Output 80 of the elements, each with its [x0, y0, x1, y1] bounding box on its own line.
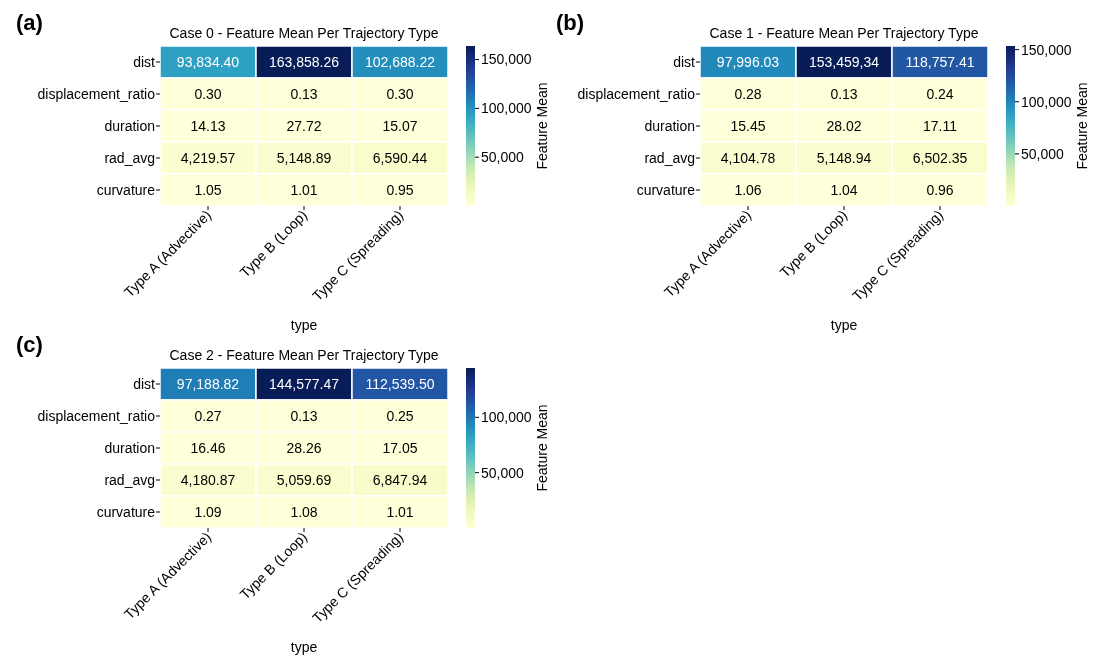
data-label: 0.30 [194, 85, 222, 102]
data-label: 14.13 [190, 117, 226, 134]
y-tick-label: displacement_ratio [577, 85, 696, 102]
y-tick-label: displacement_ratio [37, 407, 156, 424]
data-label: 144,577.47 [268, 375, 340, 392]
data-label: 1.09 [194, 503, 222, 520]
data-label: 0.13 [290, 85, 318, 102]
data-label: 27.72 [286, 117, 322, 134]
data-label: 0.27 [194, 407, 222, 424]
y-tick-label: dist [133, 375, 156, 392]
y-tick-label: curvature [636, 181, 696, 198]
x-axis-title: type [290, 639, 318, 655]
color-bar-title: Feature Mean [1074, 82, 1090, 170]
data-label: 5,059.69 [276, 471, 332, 488]
y-tick-label: duration [104, 117, 155, 134]
data-label: 16.46 [190, 439, 226, 456]
data-label: 6,590.44 [372, 149, 428, 166]
y-tick-label: rad_avg [104, 471, 155, 488]
data-label: 0.24 [926, 85, 954, 102]
data-label: 1.06 [734, 181, 762, 198]
text: (c) [16, 332, 43, 357]
data-label: 4,219.57 [180, 149, 236, 166]
data-label: 28.26 [286, 439, 322, 456]
color-bar-label: 100,000 [481, 100, 532, 117]
data-label: 97,996.03 [716, 53, 780, 70]
y-tick-label: rad_avg [104, 149, 155, 166]
text: (a) [16, 10, 43, 35]
data-label: 4,104.78 [720, 149, 776, 166]
data-label: 0.25 [386, 407, 414, 424]
data-label: 0.30 [386, 85, 414, 102]
y-tick-label: curvature [96, 503, 156, 520]
color-bar-label: 150,000 [1021, 41, 1072, 58]
data-label: 153,459,34 [808, 53, 880, 70]
data-label: 112,539.50 [365, 375, 435, 392]
data-label: 163,858.26 [268, 53, 340, 70]
data-label: 6,502.35 [912, 149, 968, 166]
color-bar-title: Feature Mean [534, 404, 550, 492]
data-label: 6,847.94 [372, 471, 428, 488]
chart-title: Case 0 - Feature Mean Per Trajectory Type [169, 25, 439, 41]
data-label: 28.02 [826, 117, 862, 134]
color-bar-label: 150,000 [481, 51, 532, 68]
data-label: 93,834.40 [176, 53, 240, 70]
data-label: 5,148.94 [816, 149, 872, 166]
data-label: 0.28 [734, 85, 762, 102]
data-label: 1.01 [290, 181, 318, 198]
data-label: 1.01 [386, 503, 414, 520]
data-label: 102,688.22 [364, 53, 436, 70]
y-tick-label: duration [104, 439, 155, 456]
data-label: 1.04 [830, 181, 858, 198]
data-label: 0.95 [386, 181, 414, 198]
data-label: 0.13 [290, 407, 318, 424]
data-label: 15.45 [730, 117, 766, 134]
color-bar-label: 100,000 [1021, 93, 1072, 110]
data-label: 4,180.87 [180, 471, 236, 488]
data-label: 17.05 [382, 439, 418, 456]
data-label: 0.13 [830, 85, 858, 102]
data-label: 1.05 [194, 181, 222, 198]
data-label: 17.11 [923, 117, 958, 134]
color-bar-title: Feature Mean [534, 82, 550, 170]
chart-title: Case 1 - Feature Mean Per Trajectory Type [709, 25, 979, 41]
data-label: 1.08 [290, 503, 318, 520]
color-bar-label: 50,000 [481, 149, 525, 166]
data-label: 118,757.41 [905, 53, 975, 70]
y-tick-label: rad_avg [644, 149, 695, 166]
data-label: 97,188.82 [176, 375, 240, 392]
chart-title: Case 2 - Feature Mean Per Trajectory Type [169, 347, 439, 363]
color-bar-label: 100,000 [481, 409, 532, 426]
y-tick-label: dist [133, 53, 156, 70]
y-tick-label: curvature [96, 181, 156, 198]
color-bar-label: 50,000 [1021, 145, 1065, 162]
y-tick-label: duration [644, 117, 695, 134]
text: (b) [556, 10, 585, 35]
data-label: 0.96 [926, 181, 954, 198]
data-label: 15.07 [382, 117, 418, 134]
y-tick-label: displacement_ratio [37, 85, 156, 102]
data-label: 5,148.89 [276, 149, 332, 166]
y-tick-label: dist [673, 53, 696, 70]
x-axis-title: type [290, 317, 318, 333]
color-bar-label: 50,000 [481, 464, 525, 481]
x-axis-title: type [830, 317, 858, 333]
